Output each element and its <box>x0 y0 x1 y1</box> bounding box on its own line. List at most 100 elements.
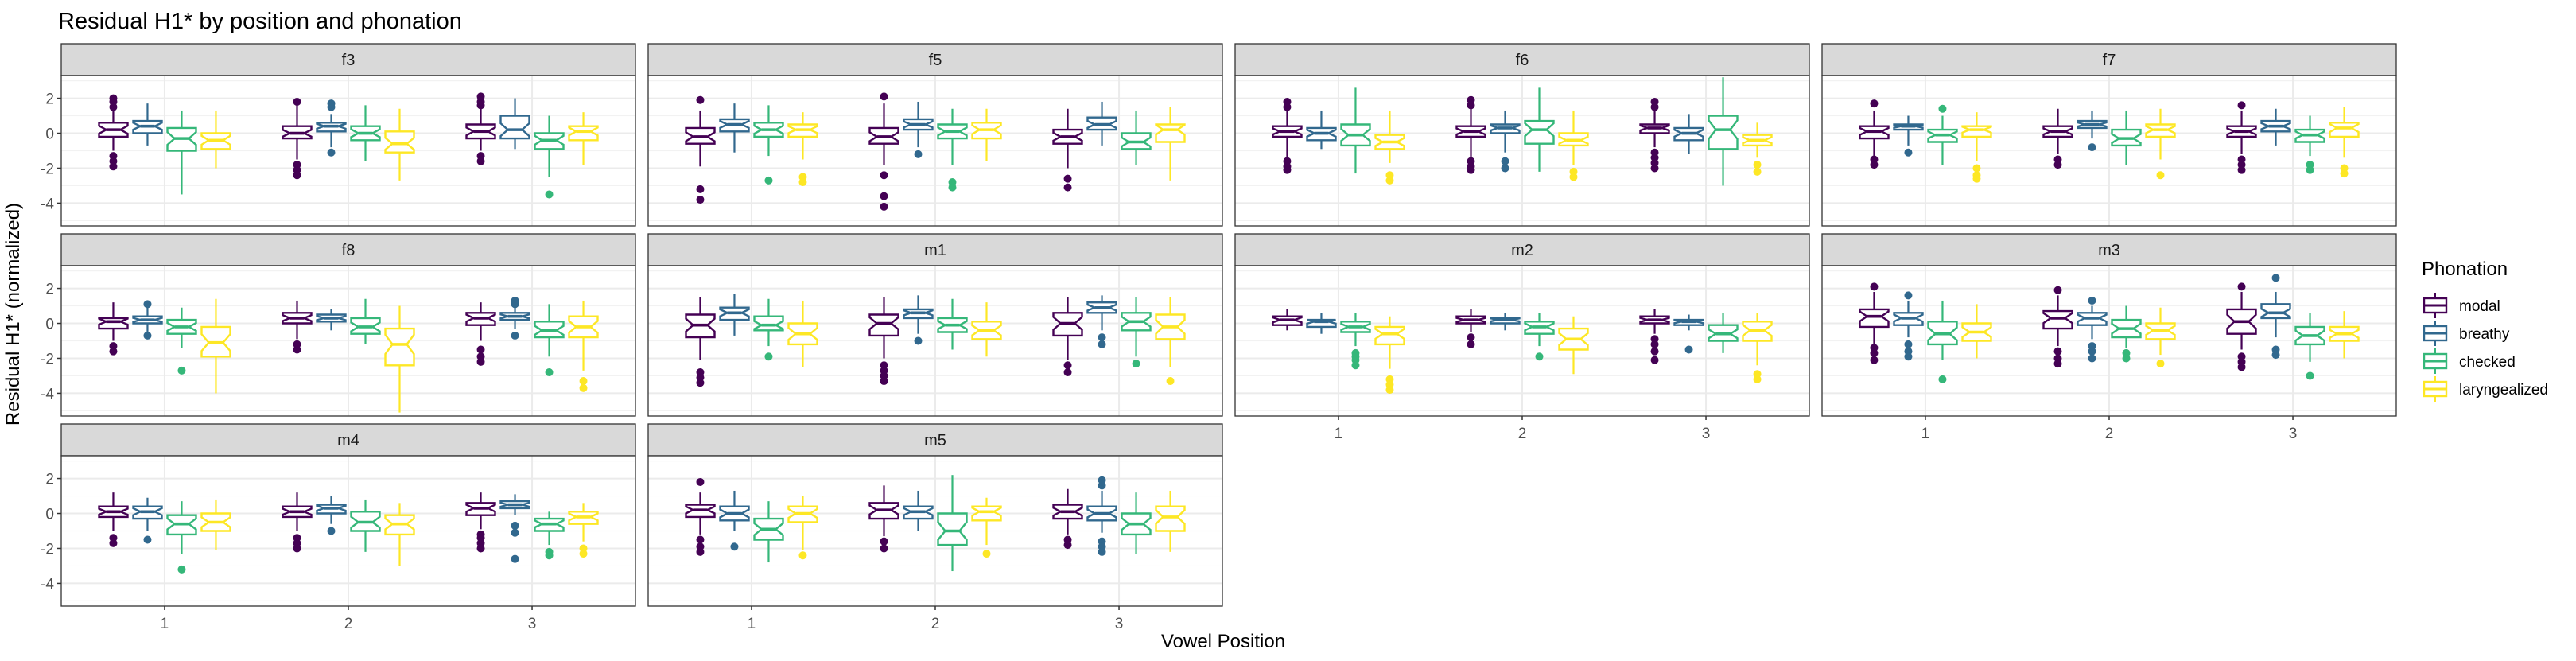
outlier-point <box>293 544 301 553</box>
box-checked <box>166 501 197 574</box>
outlier-point <box>1063 174 1072 183</box>
outlier-point <box>1753 161 1762 169</box>
facet-strip <box>60 423 636 457</box>
outlier-point <box>579 383 588 392</box>
box-modal <box>685 477 716 556</box>
outlier-point <box>1098 333 1106 342</box>
outlier-point <box>1904 352 1913 361</box>
facet-label: f6 <box>1516 52 1529 69</box>
box-checked <box>534 511 565 560</box>
outlier-point <box>511 331 519 340</box>
facet-panel-f7: f7 <box>1821 43 2397 227</box>
outlier-point <box>1501 164 1509 173</box>
box-modal <box>1272 309 1303 331</box>
facet-panel-m3: m3 1 2 3 <box>1821 233 2397 442</box>
outlier-point <box>1870 356 1879 364</box>
outlier-point <box>177 366 186 375</box>
box-laryngealized <box>1558 316 1589 375</box>
box-breathy <box>2260 274 2291 360</box>
box-modal <box>1639 309 1670 364</box>
outlier-point <box>2237 363 2246 371</box>
box-breathy <box>1490 110 1521 173</box>
box-checked <box>534 115 565 199</box>
y-tick-label: -4 <box>41 196 54 212</box>
outlier-point <box>1753 167 1762 176</box>
facet-panel-f5: f5 <box>647 43 1223 227</box>
box-breathy <box>1086 476 1117 556</box>
box-modal <box>2042 286 2073 368</box>
box-body <box>1524 119 1555 145</box>
box-checked <box>1927 300 1958 383</box>
x-tick-label: 1 <box>161 616 169 632</box>
box-checked <box>166 307 197 375</box>
box-laryngealized <box>384 305 415 413</box>
box-laryngealized <box>2145 307 2176 368</box>
box-breathy <box>1306 110 1337 150</box>
box-checked <box>1708 77 1739 186</box>
box-breathy <box>1673 114 1704 154</box>
outlier-point <box>798 178 807 187</box>
outlier-point <box>1650 340 1659 348</box>
box-body <box>937 512 968 546</box>
outlier-point <box>1385 176 1394 185</box>
box-modal <box>2042 108 2073 169</box>
outlier-point <box>1870 348 1879 357</box>
outlier-point <box>1870 282 1879 291</box>
facet-panel-f8: f8 -4 -2 0 2 <box>41 233 636 417</box>
outlier-point <box>880 202 888 211</box>
box-breathy <box>1673 314 1704 354</box>
outlier-point <box>293 97 301 106</box>
outlier-point <box>1385 386 1394 395</box>
outlier-point <box>2053 161 2062 169</box>
outlier-point <box>948 183 957 192</box>
outlier-point <box>2053 347 2062 356</box>
box-body <box>2260 303 2291 320</box>
box-modal <box>1639 97 1670 173</box>
outlier-point <box>2088 296 2096 305</box>
facet-panel-m5: m5 1 2 3 <box>647 423 1223 632</box>
outlier-point <box>1283 97 1292 106</box>
box-checked <box>2294 313 2325 380</box>
box-modal <box>1052 488 1083 550</box>
outlier-point <box>2088 347 2096 356</box>
x-tick-label: 3 <box>1702 426 1711 442</box>
outlier-point <box>982 550 991 558</box>
panel-border <box>60 265 636 417</box>
outlier-point <box>764 176 773 185</box>
y-tick-label: -4 <box>41 576 54 593</box>
box-body <box>753 315 784 332</box>
outlier-point <box>1569 173 1578 181</box>
box-laryngealized <box>2329 107 2360 178</box>
box-checked <box>753 501 784 563</box>
outlier-point <box>143 331 152 340</box>
box-laryngealized <box>787 496 818 560</box>
outlier-point <box>1132 360 1140 368</box>
box-laryngealized <box>787 112 818 187</box>
legend-title: Phonation <box>2422 259 2508 280</box>
outlier-point <box>1098 340 1106 348</box>
outlier-point <box>1904 340 1913 348</box>
box-laryngealized <box>1961 304 1992 359</box>
x-tick-label: 2 <box>931 616 940 632</box>
facet-label: f7 <box>2103 52 2116 69</box>
legend: Phonation modal breathy checked laryngealiz… <box>2422 259 2548 402</box>
y-tick-label: -2 <box>41 351 54 367</box>
box-laryngealized <box>568 112 599 165</box>
legend-label: breathy <box>2459 326 2510 343</box>
outlier-point <box>327 148 336 157</box>
box-modal <box>98 94 129 171</box>
box-laryngealized <box>200 298 231 394</box>
outlier-point <box>696 196 705 204</box>
box-checked <box>753 105 784 185</box>
outlier-point <box>1870 99 1879 108</box>
box-body <box>2042 309 2073 330</box>
box-laryngealized <box>971 302 1002 357</box>
y-tick-label: 2 <box>45 91 54 108</box>
box-body <box>1708 115 1739 150</box>
outlier-point <box>696 185 705 193</box>
box-modal <box>868 92 899 211</box>
outlier-point <box>2237 282 2246 291</box>
outlier-point <box>327 527 336 535</box>
box-checked <box>1927 104 1958 165</box>
box-body <box>384 327 415 367</box>
